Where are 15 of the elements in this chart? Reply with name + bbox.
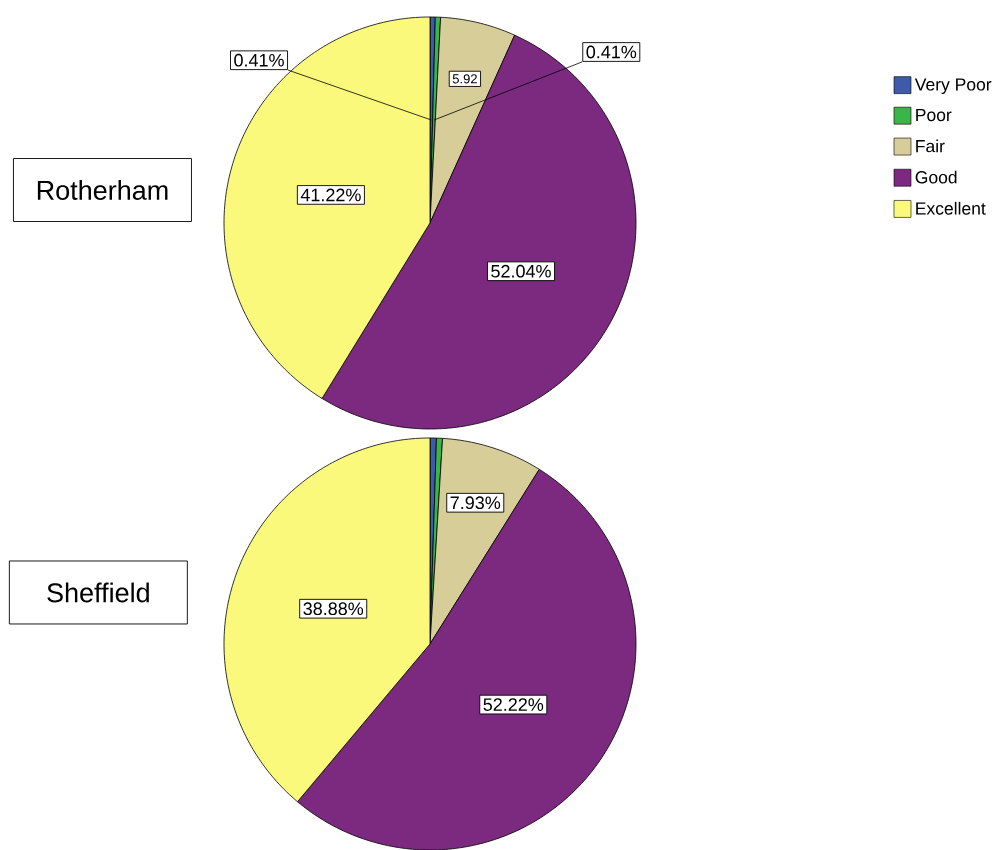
data-label: 52.22% xyxy=(483,698,544,711)
data-label: 7.93% xyxy=(450,496,501,510)
legend-label: Poor xyxy=(916,108,952,122)
data-label: 5.92 xyxy=(452,74,477,84)
legend-label: Excellent xyxy=(916,201,986,215)
text: Rotherham xyxy=(37,180,168,200)
data-label: 52.04% xyxy=(491,264,551,278)
legend-label: Very Poor xyxy=(914,78,992,95)
text: Sheffield xyxy=(47,582,149,603)
data-label: 41.22% xyxy=(300,188,361,202)
data-label: 0.41% xyxy=(234,53,284,67)
data-label: 0.41% xyxy=(586,45,637,59)
data-label: 38.88% xyxy=(303,602,364,616)
legend-label: Fair xyxy=(916,139,945,153)
legend-label: Good xyxy=(915,170,957,184)
